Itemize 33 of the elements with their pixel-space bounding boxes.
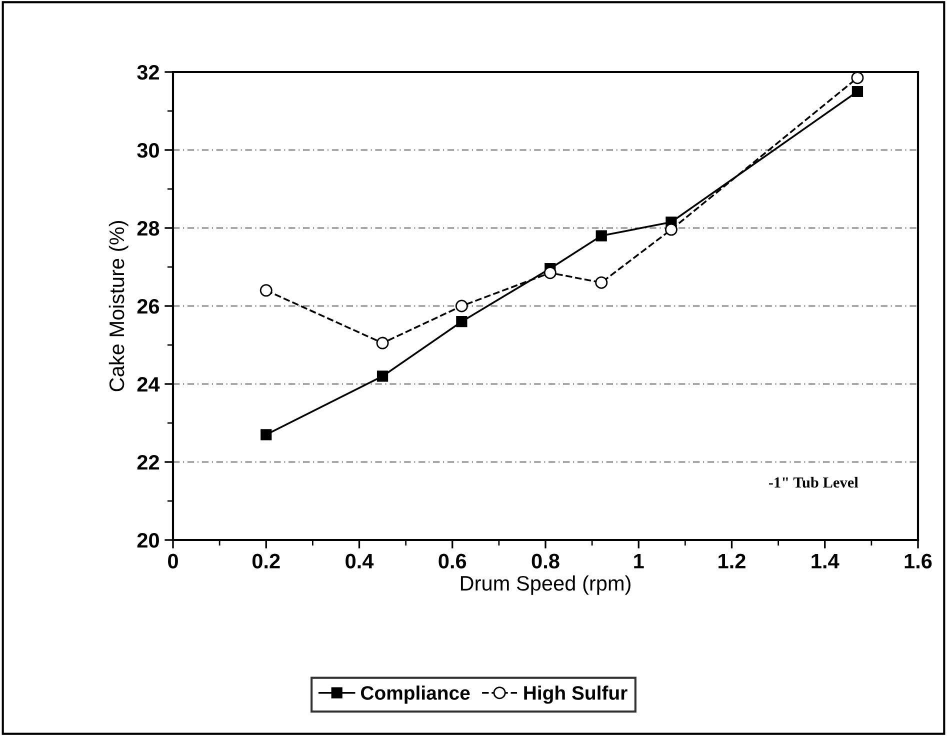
- x-tick-label: 0.6: [438, 554, 466, 568]
- point: [852, 86, 864, 98]
- y-tick-label: 32: [137, 65, 159, 80]
- legend-label: Compliance: [360, 686, 470, 704]
- y-tick-label: 26: [137, 299, 160, 314]
- y-axis-title: Cake Moisture (%): [108, 221, 128, 392]
- point: [544, 266, 556, 280]
- x-tick-label: 1.6: [904, 554, 932, 568]
- x-axis-title: Drum Speed (rpm): [460, 575, 630, 595]
- x-tick-label: 1.4: [812, 554, 840, 568]
- x-tick-label: 0: [168, 554, 178, 568]
- point: [260, 429, 272, 440]
- y-tick-label: 20: [137, 533, 159, 548]
- point: [376, 336, 389, 350]
- y-tick-label: 24: [137, 377, 160, 392]
- legend-label: High Sulfur: [524, 686, 628, 704]
- point: [664, 223, 678, 236]
- x-tick-label: 0.4: [346, 554, 374, 568]
- point: [455, 300, 468, 312]
- y-tick-label: 22: [137, 455, 159, 470]
- x-tick-label: 0.8: [532, 554, 560, 568]
- point: [260, 284, 272, 297]
- point: [456, 316, 468, 328]
- point: [595, 276, 608, 289]
- annotation: -1" Tub Level: [768, 476, 858, 488]
- x-tick-label: 1: [634, 554, 644, 568]
- point: [596, 230, 607, 242]
- x-tick-label: 1.2: [718, 554, 746, 568]
- y-tick-label: 30: [137, 143, 159, 158]
- x-tick-label: 0.2: [252, 554, 280, 568]
- y-tick-label: 28: [137, 221, 160, 236]
- point: [376, 370, 388, 382]
- point: [851, 72, 864, 84]
